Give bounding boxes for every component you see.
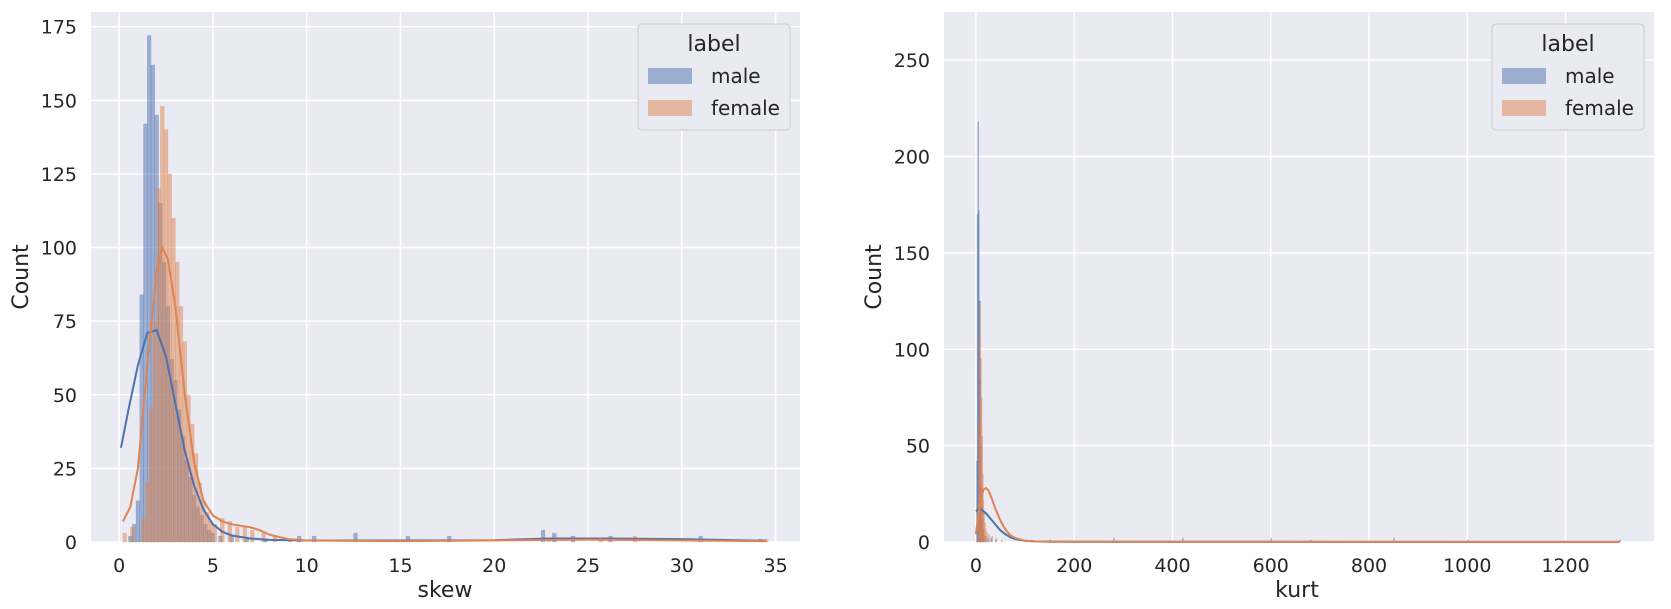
bar-female	[986, 532, 988, 543]
bar-female	[160, 105, 165, 543]
bar-female	[145, 482, 150, 543]
bar-female	[148, 409, 154, 543]
bar-female	[242, 527, 247, 543]
x-tick-label: 20	[482, 555, 506, 577]
kde-line-female	[122, 244, 767, 543]
bar-female	[235, 527, 240, 543]
bar-female	[152, 320, 157, 543]
y-ticks-skew: 0 25 50 75 100 125 150 175	[41, 17, 77, 554]
legend-kurt: label male female	[1491, 23, 1645, 131]
bar-female	[130, 527, 135, 543]
legend-title-kurt: label	[1541, 32, 1594, 57]
bar-female	[991, 535, 993, 543]
y-tick-label: 150	[894, 243, 930, 265]
legend-entry-female-skew: female	[711, 96, 780, 120]
bars-kurt	[976, 121, 1621, 543]
bar-female	[141, 518, 146, 543]
bar-female	[171, 217, 176, 543]
y-tick-label: 150	[41, 90, 77, 112]
bar-female	[261, 532, 266, 543]
x-tick-label: 35	[764, 555, 788, 577]
kde-kurt	[974, 486, 1620, 543]
bar-male	[353, 532, 358, 543]
bar-female	[985, 528, 987, 543]
bar-female	[250, 529, 255, 543]
x-tick-label: 1200	[1541, 555, 1589, 577]
x-tick-label: 5	[207, 555, 219, 577]
bar-male	[135, 500, 141, 543]
y-tick-label: 200	[894, 147, 930, 169]
bar-male	[1619, 539, 1621, 543]
bar-male	[312, 535, 317, 543]
x-tick-label: 30	[670, 555, 694, 577]
kde-line-female	[974, 486, 1620, 543]
y-tick-label: 50	[906, 436, 930, 458]
kde-skew	[120, 244, 767, 543]
bar-female	[995, 537, 997, 543]
x-tick-label: 15	[388, 555, 412, 577]
y-tick-label: 0	[918, 532, 930, 554]
bar-female	[167, 173, 172, 543]
legend-swatch-female-skew	[648, 100, 692, 116]
legend-entry-male-skew: male	[711, 64, 761, 88]
legend-entry-female-kurt: female	[1565, 96, 1634, 120]
legend-swatch-male-skew	[648, 68, 692, 84]
x-axis-label-kurt: kurt	[1275, 578, 1319, 603]
y-tick-label: 250	[894, 50, 930, 72]
x-tick-label: 0	[970, 555, 982, 577]
bar-female	[212, 524, 217, 543]
y-tick-label: 175	[41, 17, 77, 39]
x-ticks-skew: 0 5 10 15 20 25 30 35	[113, 555, 788, 577]
bar-female	[227, 521, 232, 543]
legend-title-skew: label	[687, 32, 740, 57]
y-tick-label: 0	[65, 532, 77, 554]
y-tick-label: 75	[53, 311, 77, 333]
x-tick-label: 200	[1056, 555, 1092, 577]
x-tick-label: 10	[295, 555, 319, 577]
y-ticks-kurt: 0 50 100 150 200 250	[894, 50, 930, 554]
x-tick-label: 800	[1351, 555, 1387, 577]
y-tick-label: 50	[53, 385, 77, 407]
bar-female	[1001, 539, 1003, 543]
bar-male	[447, 535, 452, 543]
y-tick-label: 125	[41, 164, 77, 186]
x-axis-label-skew: skew	[418, 578, 473, 603]
y-tick-label: 25	[53, 458, 77, 480]
legend-entry-male-kurt: male	[1565, 64, 1615, 88]
bar-female	[122, 532, 127, 543]
x-tick-label: 400	[1154, 555, 1190, 577]
x-tick-label: 600	[1253, 555, 1289, 577]
bar-female	[988, 534, 990, 543]
y-tick-label: 100	[894, 339, 930, 361]
panel-kurt: 0 200 400 600 800 1000 1200 0 50 100 150 200 250 ku…	[862, 12, 1654, 603]
legend-skew: label male female	[637, 23, 791, 131]
legend-swatch-male-kurt	[1502, 68, 1546, 84]
bar-female	[163, 129, 169, 543]
x-tick-label: 25	[576, 555, 600, 577]
y-axis-label-kurt: Count	[862, 244, 887, 310]
x-tick-label: 0	[113, 555, 125, 577]
bar-female	[156, 188, 161, 543]
bar-male	[540, 529, 546, 543]
y-axis-label-skew: Count	[9, 244, 34, 310]
x-tick-label: 1000	[1443, 555, 1491, 577]
legend-swatch-female-kurt	[1502, 100, 1546, 116]
y-tick-label: 100	[41, 238, 77, 260]
x-ticks-kurt: 0 200 400 600 800 1000 1200	[970, 555, 1590, 577]
